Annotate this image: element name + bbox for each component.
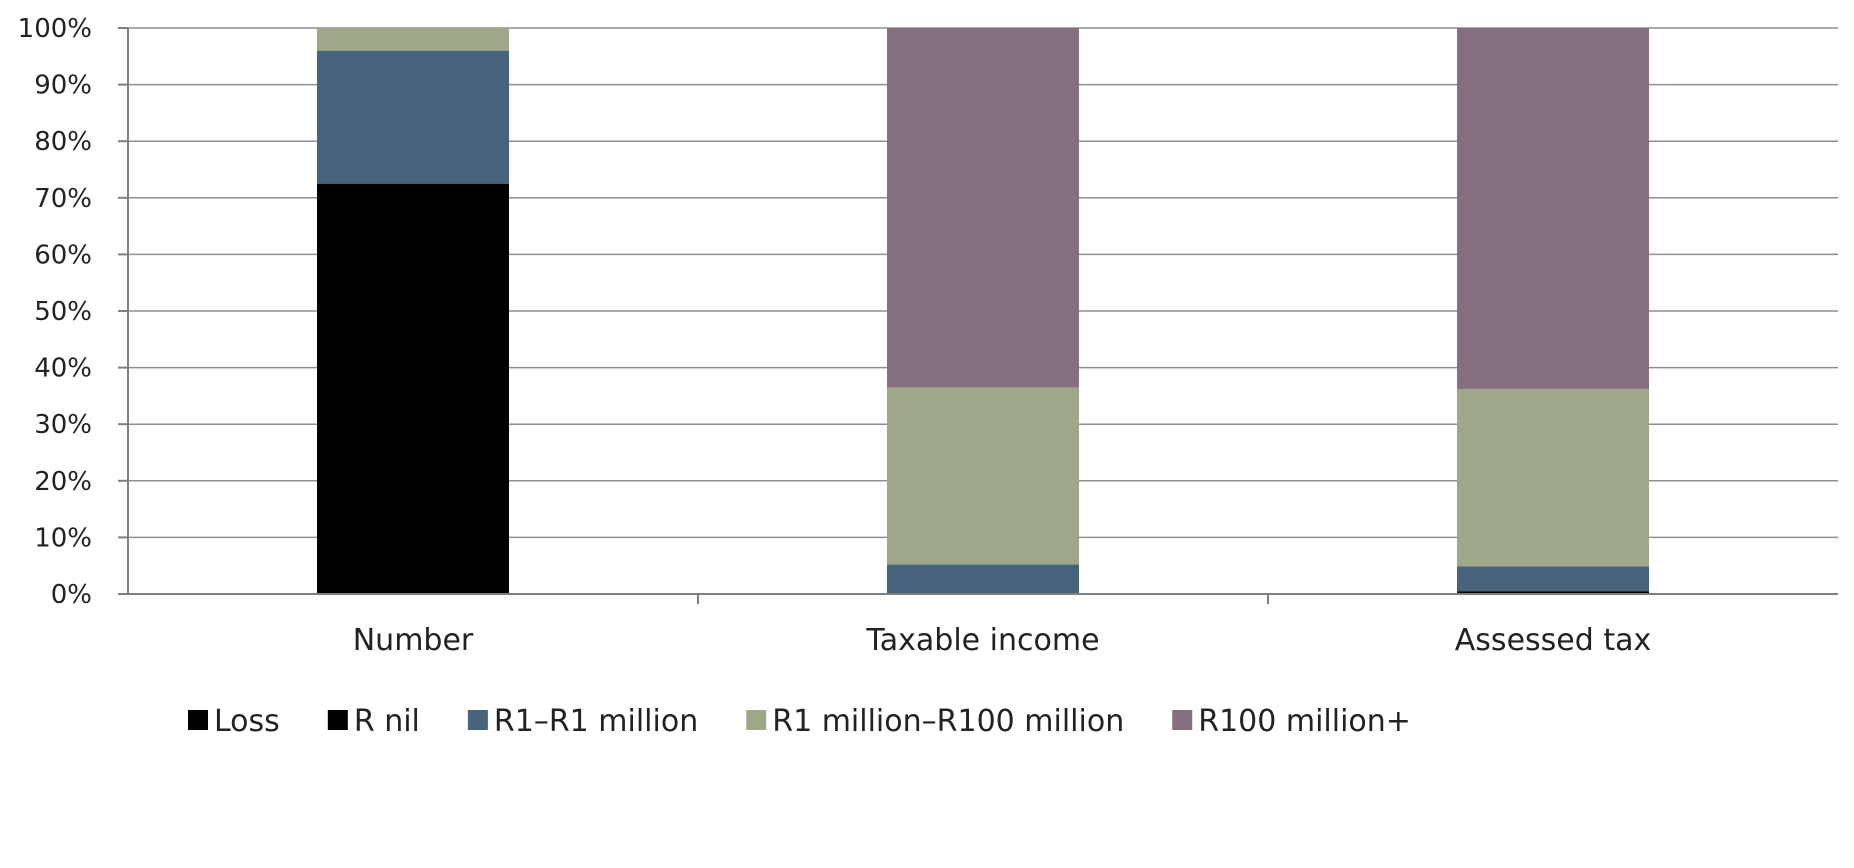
- x-category-label: Assessed tax: [1455, 623, 1651, 658]
- bar-segment: [887, 28, 1079, 388]
- legend-label: R1 million–R100 million: [772, 704, 1124, 739]
- legend-label: R1–R1 million: [494, 704, 698, 739]
- x-category-label: Number: [353, 623, 474, 658]
- y-tick-label: 60%: [34, 240, 92, 270]
- bar-segment: [317, 50, 509, 184]
- legend-item: R1–R1 million: [467, 704, 698, 739]
- y-tick-label: 0%: [51, 580, 92, 610]
- legend-swatch: [327, 710, 348, 730]
- bar-segment: [317, 183, 509, 594]
- y-tick-label: 10%: [34, 523, 92, 553]
- legend: Loss R nil R1–R1 million R1 million–R100 mi…: [188, 704, 1411, 739]
- y-tick-label: 90%: [34, 71, 92, 101]
- y-tick-label: 80%: [34, 127, 92, 157]
- legend-label: Loss: [214, 704, 280, 739]
- legend-item: Loss: [188, 704, 280, 739]
- legend-swatch: [1172, 710, 1193, 730]
- bar-segment: [317, 28, 509, 51]
- bar-segment: [1457, 591, 1649, 594]
- y-tick-label: 100%: [18, 14, 92, 44]
- bars: [317, 28, 1649, 594]
- y-tick-label: 50%: [34, 297, 92, 327]
- bar-segment: [1457, 389, 1649, 567]
- legend-swatch: [467, 710, 488, 730]
- bar-segment: [887, 387, 1079, 565]
- y-tick-label: 30%: [34, 410, 92, 440]
- y-tick-labels: 0% 10% 20% 30% 40% 50% 60% 70% 80% 90% 100%: [18, 14, 92, 610]
- bar-segment: [887, 564, 1079, 594]
- bar-segment: [1457, 566, 1649, 592]
- legend-item: R1 million–R100 million: [746, 704, 1124, 739]
- y-tick-label: 40%: [34, 354, 92, 384]
- legend-swatch: [188, 710, 208, 730]
- legend-label: R100 million+: [1198, 704, 1411, 739]
- legend-item: R100 million+: [1172, 704, 1411, 739]
- legend-label: R nil: [354, 704, 420, 739]
- x-category-labels: Number Taxable income Assessed tax: [353, 623, 1651, 658]
- legend-item: R nil: [327, 704, 420, 739]
- y-tick-label: 70%: [34, 184, 92, 214]
- y-tick-label: 20%: [34, 467, 92, 497]
- bar-segment: [1457, 28, 1649, 390]
- legend-swatch: [746, 710, 767, 730]
- axes: [118, 27, 1838, 604]
- x-category-label: Taxable income: [865, 623, 1099, 658]
